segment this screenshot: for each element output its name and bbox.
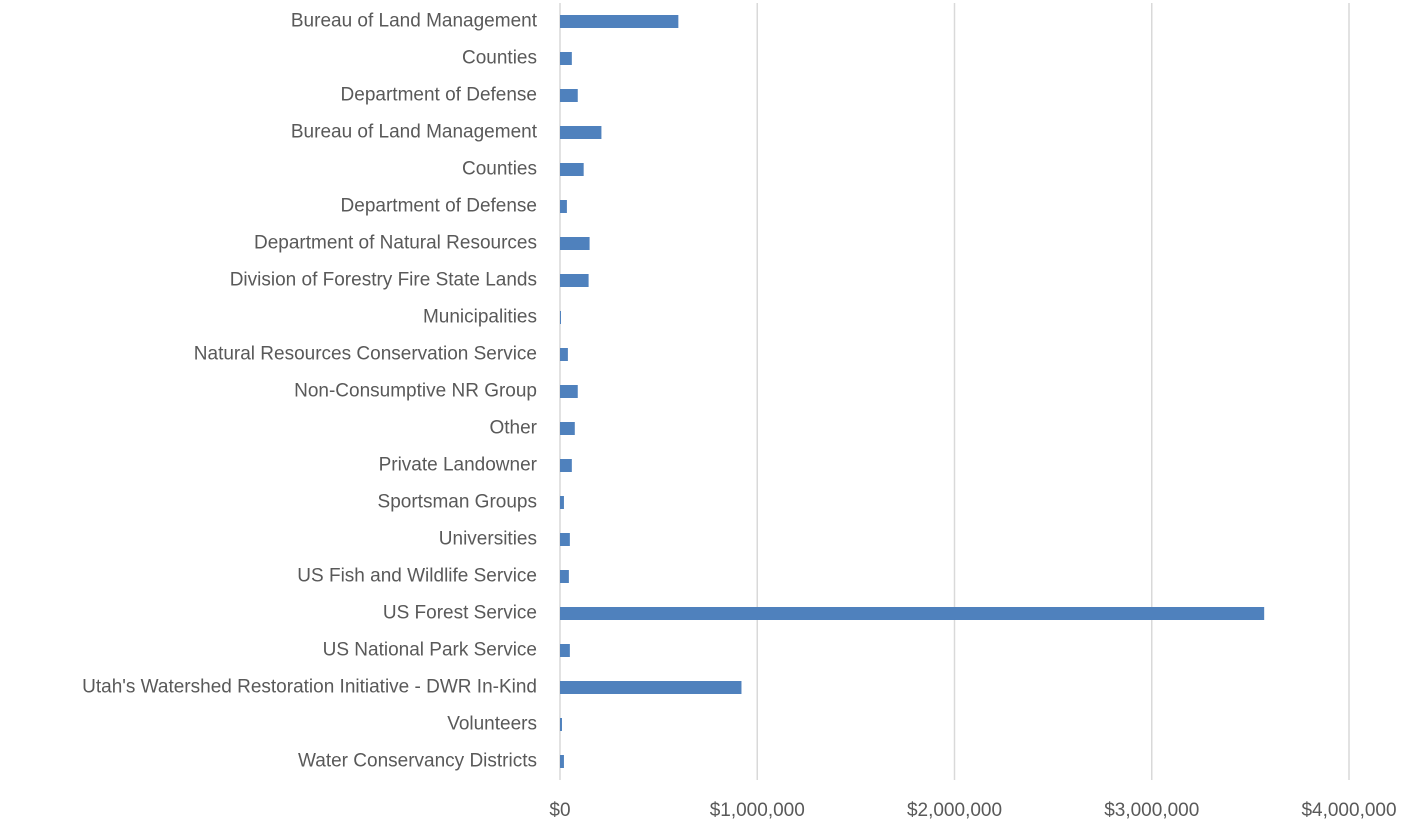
- bar: [560, 422, 575, 435]
- y-tick-label: Municipalities: [423, 307, 537, 328]
- bar: [560, 570, 569, 583]
- bar: [560, 348, 568, 361]
- y-tick-label: Division of Forestry Fire State Lands: [230, 270, 537, 291]
- bar: [560, 89, 578, 102]
- y-tick-label: Department of Defense: [341, 85, 537, 106]
- bar: [560, 385, 578, 398]
- bar: [560, 607, 1265, 620]
- bar: [560, 681, 742, 694]
- y-tick-label: US Fish and Wildlife Service: [297, 566, 537, 587]
- bar: [560, 163, 584, 176]
- y-tick-label: Bureau of Land Management: [291, 11, 538, 32]
- y-tick-label: Non-Consumptive NR Group: [294, 381, 537, 402]
- y-tick-label: US Forest Service: [383, 603, 537, 624]
- bar: [560, 311, 561, 324]
- y-tick-label: Sportsman Groups: [378, 492, 537, 513]
- y-tick-label: Utah's Watershed Restoration Initiative …: [82, 677, 537, 698]
- bar: [560, 755, 564, 768]
- x-tick-label: $0: [549, 800, 570, 821]
- bar: [560, 496, 564, 509]
- bar: [560, 52, 572, 65]
- y-tick-label: Volunteers: [447, 714, 537, 735]
- y-tick-label: Department of Natural Resources: [254, 233, 537, 254]
- bar: [560, 459, 572, 472]
- bar: [560, 200, 567, 213]
- y-tick-label: Natural Resources Conservation Service: [194, 344, 537, 365]
- y-tick-label: Private Landowner: [379, 455, 538, 476]
- bar: [560, 237, 590, 250]
- x-tick-label: $2,000,000: [907, 800, 1002, 821]
- bar: [560, 718, 562, 731]
- y-tick-label: Bureau of Land Management: [291, 122, 538, 143]
- y-tick-label: Counties: [462, 48, 537, 69]
- bar: [560, 15, 679, 28]
- y-tick-label: US National Park Service: [323, 640, 537, 661]
- y-tick-label: Universities: [439, 529, 537, 550]
- y-tick-label: Water Conservancy Districts: [298, 751, 537, 772]
- x-tick-label: $4,000,000: [1301, 800, 1396, 821]
- bar: [560, 644, 570, 657]
- bar: [560, 274, 589, 287]
- x-tick-label: $3,000,000: [1104, 800, 1199, 821]
- y-tick-label: Other: [489, 418, 537, 439]
- x-tick-label: $1,000,000: [710, 800, 805, 821]
- bar: [560, 126, 602, 139]
- y-tick-label: Counties: [462, 159, 537, 180]
- bar: [560, 533, 570, 546]
- y-tick-label: Department of Defense: [341, 196, 537, 217]
